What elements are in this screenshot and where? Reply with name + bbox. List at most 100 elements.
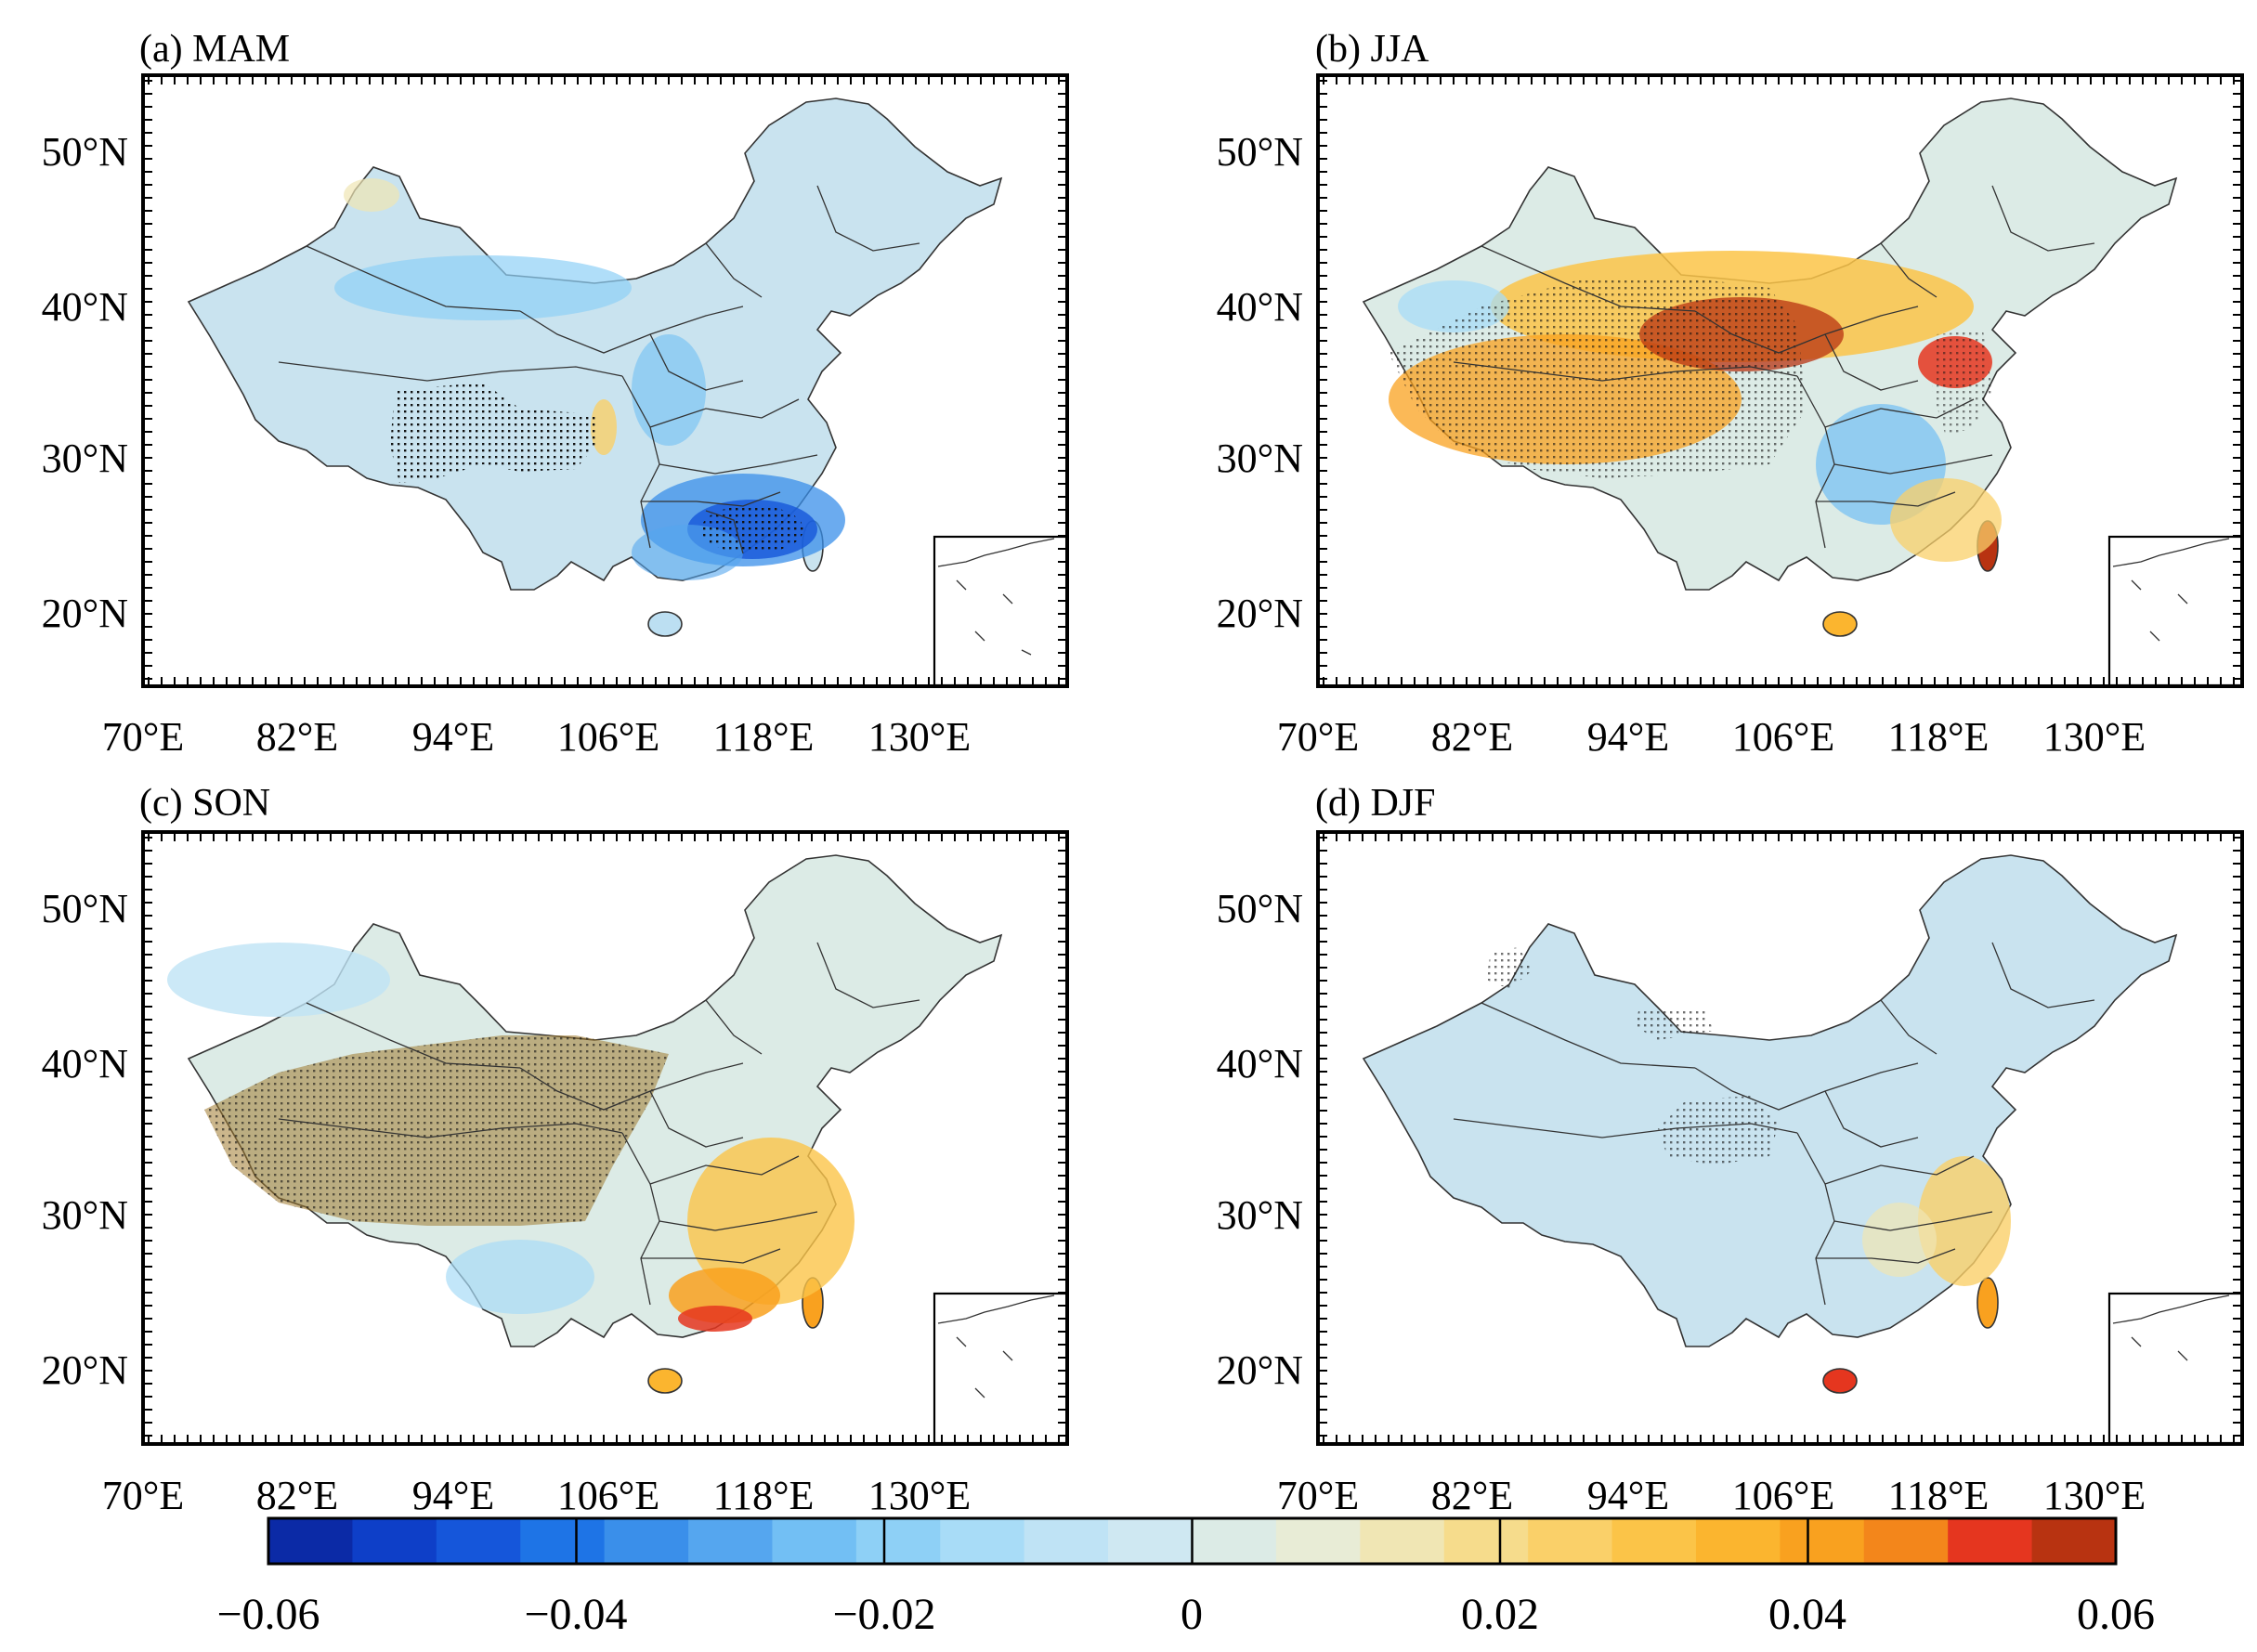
x-tick-70E: 70°E — [102, 1473, 184, 1518]
panel-c-frame — [141, 830, 1069, 1446]
china-land — [1362, 854, 2178, 1347]
x-tick-130E: 130°E — [2043, 1473, 2146, 1518]
anomaly-blob — [678, 1306, 752, 1332]
colorbar-cell — [1360, 1518, 1445, 1564]
colorbar-cell — [352, 1518, 437, 1564]
panel-c-map — [167, 854, 1003, 1394]
colorbar-cell — [1108, 1518, 1194, 1564]
china-land — [187, 98, 1003, 591]
y-tick-40N: 40°N — [42, 1041, 128, 1086]
colorbar: −0.06 −0.04 −0.02 0 0.02 0.04 0.06 — [216, 1516, 2155, 1639]
panel-c-ylabels: 50°N 40°N 30°N 20°N — [42, 886, 128, 1393]
panel-c-title: (c) SON — [139, 782, 270, 825]
panel-a: (a) MAM — [42, 28, 1069, 760]
colorbar-cell — [1275, 1518, 1361, 1564]
province-borders — [278, 942, 920, 1306]
x-tick-70E: 70°E — [1277, 714, 1359, 760]
anomaly-blob — [1862, 1203, 1937, 1277]
frame-ticks — [143, 75, 1067, 686]
x-tick-94E: 94°E — [412, 714, 494, 760]
x-tick-106E: 106°E — [1732, 714, 1834, 760]
hainan-island — [647, 611, 683, 637]
colorbar-cell — [1611, 1518, 1697, 1564]
colorbar-cell — [268, 1518, 354, 1564]
y-tick-30N: 30°N — [1217, 436, 1303, 481]
y-tick-30N: 30°N — [42, 436, 128, 481]
colorbar-cell — [1192, 1518, 1277, 1564]
colorbar-cell — [855, 1518, 941, 1564]
frame-ticks — [1318, 832, 2242, 1444]
x-tick-118E: 118°E — [713, 714, 815, 760]
colorbar-cell — [1695, 1518, 1781, 1564]
panel-a-title: (a) MAM — [139, 28, 290, 71]
x-tick-118E: 118°E — [713, 1473, 815, 1518]
significance-hatch — [390, 383, 599, 483]
y-tick-30N: 30°N — [1217, 1192, 1303, 1238]
anomaly-blob — [632, 334, 706, 446]
y-tick-50N: 50°N — [42, 129, 128, 175]
significance-hatch — [1486, 947, 1533, 989]
colorbar-frame — [267, 1516, 2118, 1566]
frame-ticks — [143, 832, 1067, 1444]
colorbar-cell — [2031, 1518, 2117, 1564]
colorbar-dividers — [575, 1518, 1809, 1564]
colorbar-label: −0.06 — [216, 1590, 320, 1639]
panel-d: (d) DJF — [1217, 782, 2244, 1518]
colorbar-cell — [520, 1518, 606, 1564]
taiwan-island — [1977, 1277, 1999, 1329]
x-tick-130E: 130°E — [868, 1473, 971, 1518]
colorbar-label: 0 — [1181, 1590, 1203, 1639]
south-china-sea-inset — [2107, 1292, 2244, 1445]
y-tick-40N: 40°N — [42, 284, 128, 330]
south-china-sea-inset — [933, 1292, 1069, 1445]
anomaly-blob — [446, 1240, 594, 1314]
panel-b-xlabels: 70°E 82°E 94°E 106°E 118°E 130°E — [1277, 714, 2146, 760]
colorbar-label: 0.02 — [1461, 1590, 1539, 1639]
colorbar-label: 0.06 — [2077, 1590, 2155, 1639]
colorbar-cell — [1948, 1518, 2033, 1564]
panel-c: (c) SON — [42, 782, 1069, 1518]
panel-c-xlabels: 70°E 82°E 94°E 106°E 118°E 130°E — [102, 1473, 971, 1518]
x-tick-106E: 106°E — [1732, 1473, 1834, 1518]
x-tick-118E: 118°E — [1888, 714, 1990, 760]
colorbar-label: −0.04 — [524, 1590, 627, 1639]
colorbar-labels: −0.06 −0.04 −0.02 0 0.02 0.04 0.06 — [216, 1590, 2155, 1639]
y-tick-30N: 30°N — [42, 1192, 128, 1238]
panel-a-map — [187, 98, 1003, 637]
province-borders — [1453, 942, 2095, 1306]
panel-d-title: (d) DJF — [1315, 782, 1436, 825]
significance-hatch — [204, 1035, 669, 1226]
south-china-sea-inset — [933, 535, 1069, 687]
significance-hatch — [1932, 330, 1992, 436]
colorbar-cell — [940, 1518, 1025, 1564]
colorbar-cell — [772, 1518, 857, 1564]
panel-b-map — [1362, 98, 2178, 637]
colorbar-cell — [1528, 1518, 1613, 1564]
x-tick-130E: 130°E — [868, 714, 971, 760]
colorbar-cell — [604, 1518, 689, 1564]
y-tick-20N: 20°N — [42, 591, 128, 636]
significance-hatch — [701, 505, 803, 553]
anomaly-blob — [344, 178, 399, 212]
x-tick-70E: 70°E — [102, 714, 184, 760]
y-tick-40N: 40°N — [1217, 1041, 1303, 1086]
anomaly-blob — [167, 943, 390, 1017]
hainan-island — [647, 1368, 683, 1394]
province-borders — [1453, 185, 2095, 549]
x-tick-82E: 82°E — [256, 714, 338, 760]
x-tick-82E: 82°E — [1431, 714, 1513, 760]
panel-d-map — [1362, 854, 2178, 1394]
colorbar-cell — [1443, 1518, 1529, 1564]
y-tick-50N: 50°N — [1217, 129, 1303, 175]
anomaly-blob — [1918, 1156, 2011, 1286]
panel-b: (b) JJA — [1217, 28, 2244, 760]
colorbar-cell — [436, 1518, 521, 1564]
x-tick-70E: 70°E — [1277, 1473, 1359, 1518]
frame-ticks — [1318, 75, 2242, 686]
significance-hatch — [1658, 1096, 1779, 1165]
y-tick-40N: 40°N — [1217, 284, 1303, 330]
x-tick-94E: 94°E — [1587, 1473, 1669, 1518]
hainan-island — [1822, 611, 1858, 637]
colorbar-cell — [1780, 1518, 1865, 1564]
